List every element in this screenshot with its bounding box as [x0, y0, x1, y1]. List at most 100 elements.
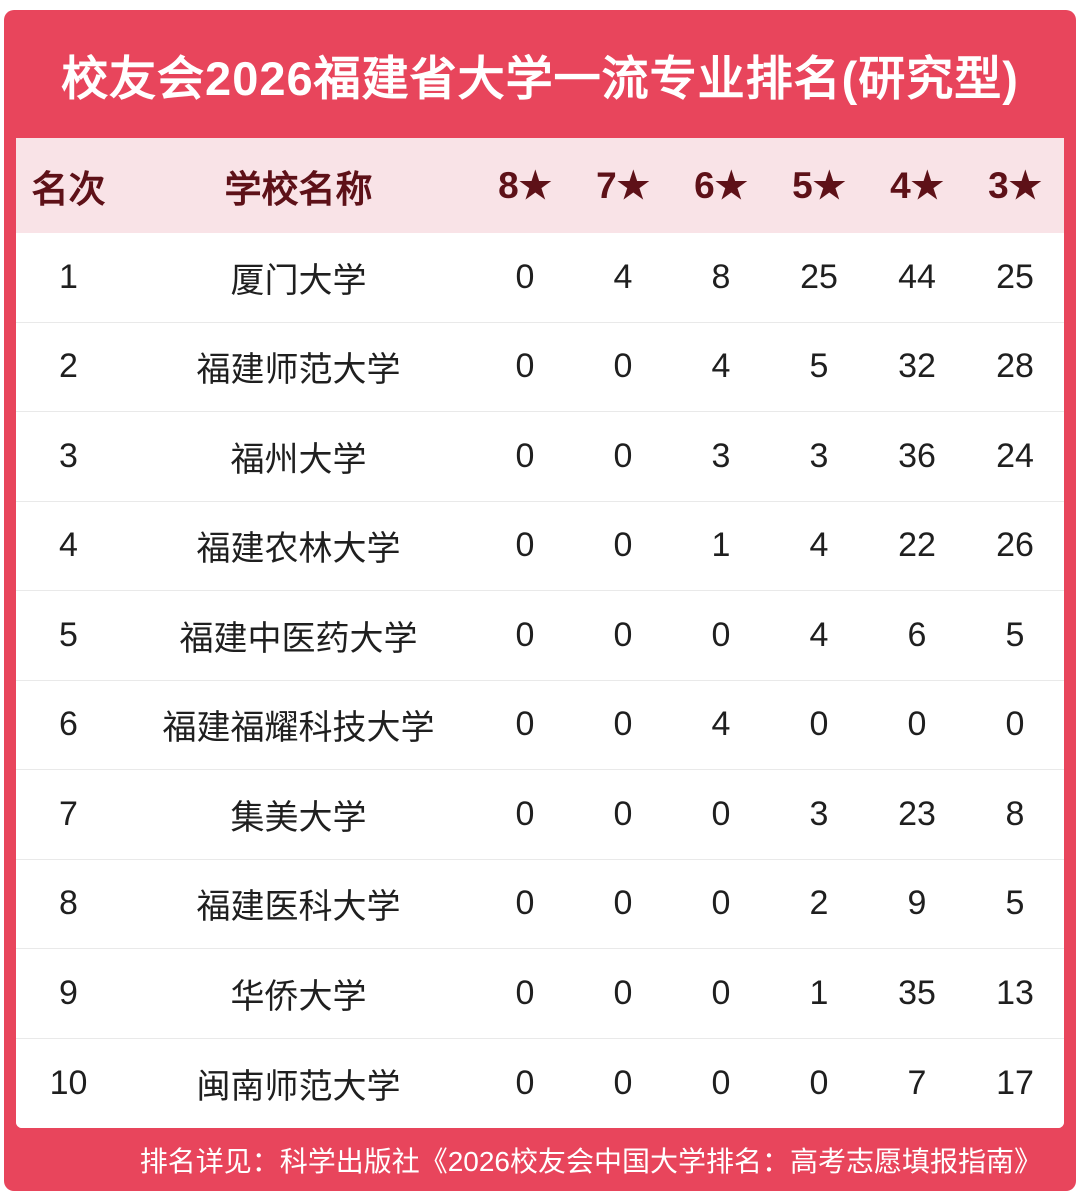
table-row: 10 闽南师范大学 0 0 0 0 7 17	[16, 1038, 1064, 1128]
table-row: 4 福建农林大学 0 0 1 4 22 26	[16, 501, 1064, 591]
header-rank: 名次	[31, 168, 106, 210]
table-row: 9 华侨大学 0 0 0 1 35 13	[16, 949, 1064, 1039]
rank-cell: 9	[59, 973, 78, 1012]
star6-count-cell: 0	[711, 973, 731, 1012]
star4-count-cell: 35	[898, 973, 936, 1012]
header-7-star: 7★	[596, 165, 650, 206]
table-row: 1 厦门大学 0 4 8 25 44 25	[16, 233, 1064, 323]
header-8-star: 8★	[498, 165, 552, 206]
school-name-cell: 福建中医药大学	[179, 619, 418, 658]
star6-count-cell: 1	[711, 526, 731, 565]
school-name-cell: 华侨大学	[230, 977, 367, 1016]
rank-cell: 6	[59, 705, 78, 744]
star6-count-cell: 4	[711, 705, 731, 744]
star3-count-cell: 24	[996, 436, 1034, 475]
star4-count-cell: 22	[898, 526, 936, 565]
star7-count-cell: 0	[613, 705, 633, 744]
table-body: 1 厦门大学 0 4 8 25 44 25 2 福建师范大学 0 0 4 5 3…	[16, 233, 1064, 1128]
title-banner: 校友会2026福建省大学一流专业排名(研究型)	[4, 10, 1076, 138]
star8-count-cell: 0	[515, 436, 535, 475]
rank-cell: 3	[59, 436, 78, 475]
star4-count-cell: 36	[898, 436, 936, 475]
table-row: 6 福建福耀科技大学 0 0 4 0 0 0	[16, 680, 1064, 770]
table-row: 8 福建医科大学 0 0 0 2 9 5	[16, 859, 1064, 949]
star7-count-cell: 0	[613, 1063, 633, 1102]
star5-count-cell: 4	[809, 526, 829, 565]
table-header-row: 名次 学校名称 8★ 7★ 6★ 5★ 4★ 3★	[16, 138, 1064, 233]
star8-count-cell: 0	[515, 794, 535, 833]
school-name-cell: 福建师范大学	[196, 351, 401, 390]
star6-count-cell: 3	[711, 436, 731, 475]
rank-cell: 10	[49, 1063, 88, 1102]
rank-cell: 1	[59, 257, 78, 296]
header-school-name: 学校名称	[224, 168, 373, 210]
school-name-cell: 闽南师范大学	[196, 1067, 401, 1106]
table-row: 7 集美大学 0 0 0 3 23 8	[16, 770, 1064, 860]
table-row: 2 福建师范大学 0 0 4 5 32 28	[16, 322, 1064, 412]
header-5-star: 5★	[792, 165, 846, 206]
star6-count-cell: 0	[711, 884, 731, 923]
table-row: 5 福建中医药大学 0 0 0 4 6 5	[16, 591, 1064, 681]
school-name-cell: 福建福耀科技大学	[162, 709, 435, 748]
star6-count-cell: 4	[711, 347, 731, 386]
star5-count-cell: 3	[809, 436, 829, 475]
star5-count-cell: 0	[809, 705, 829, 744]
star5-count-cell: 5	[809, 347, 829, 386]
star4-count-cell: 23	[898, 794, 936, 833]
star6-count-cell: 0	[711, 1063, 731, 1102]
star8-count-cell: 0	[515, 705, 535, 744]
star5-count-cell: 3	[809, 794, 829, 833]
star7-count-cell: 0	[613, 526, 633, 565]
star4-count-cell: 7	[907, 1063, 927, 1102]
rank-cell: 7	[59, 794, 78, 833]
star8-count-cell: 0	[515, 615, 535, 654]
school-name-cell: 厦门大学	[230, 261, 367, 300]
star6-count-cell: 0	[711, 615, 731, 654]
footer-band: 排名详见：科学出版社《2026校友会中国大学排名：高考志愿填报指南》	[4, 1128, 1076, 1191]
star8-count-cell: 0	[515, 973, 535, 1012]
rank-cell: 5	[59, 615, 78, 654]
star3-count-cell: 0	[1005, 705, 1025, 744]
star5-count-cell: 25	[800, 257, 838, 296]
ranking-table: 名次 学校名称 8★ 7★ 6★ 5★ 4★ 3★ 1 厦门大学 0 4 8 2…	[16, 138, 1064, 1128]
star8-count-cell: 0	[515, 884, 535, 923]
star7-count-cell: 0	[613, 973, 633, 1012]
footer-citation: 排名详见：科学出版社《2026校友会中国大学排名：高考志愿填报指南》	[139, 1145, 1042, 1177]
star4-count-cell: 44	[898, 257, 936, 296]
star5-count-cell: 1	[809, 973, 829, 1012]
star4-count-cell: 0	[907, 705, 927, 744]
header-3-star: 3★	[988, 165, 1042, 206]
star5-count-cell: 2	[809, 884, 829, 923]
school-name-cell: 福建医科大学	[196, 888, 401, 927]
star8-count-cell: 0	[515, 1063, 535, 1102]
rank-cell: 4	[59, 526, 78, 565]
star6-count-cell: 8	[711, 257, 731, 296]
star3-count-cell: 28	[996, 347, 1034, 386]
school-name-cell: 福州大学	[230, 440, 367, 479]
star7-count-cell: 0	[613, 884, 633, 923]
school-name-cell: 福建农林大学	[196, 530, 401, 569]
star8-count-cell: 0	[515, 526, 535, 565]
star5-count-cell: 4	[809, 615, 829, 654]
star3-count-cell: 5	[1005, 884, 1025, 923]
star8-count-cell: 0	[515, 347, 535, 386]
star3-count-cell: 5	[1005, 615, 1025, 654]
star3-count-cell: 8	[1005, 794, 1025, 833]
star7-count-cell: 0	[613, 615, 633, 654]
star4-count-cell: 32	[898, 347, 936, 386]
star7-count-cell: 0	[613, 347, 633, 386]
header-6-star: 6★	[694, 165, 748, 206]
table-row: 3 福州大学 0 0 3 3 36 24	[16, 412, 1064, 502]
star7-count-cell: 0	[613, 794, 633, 833]
page-title: 校友会2026福建省大学一流专业排名(研究型)	[61, 51, 1019, 105]
rank-cell: 2	[59, 347, 78, 386]
star7-count-cell: 0	[613, 436, 633, 475]
star4-count-cell: 9	[907, 884, 927, 923]
star3-count-cell: 25	[996, 257, 1034, 296]
star4-count-cell: 6	[907, 615, 927, 654]
school-name-cell: 集美大学	[230, 798, 367, 837]
star3-count-cell: 17	[996, 1063, 1034, 1102]
star5-count-cell: 0	[809, 1063, 829, 1102]
star8-count-cell: 0	[515, 257, 535, 296]
